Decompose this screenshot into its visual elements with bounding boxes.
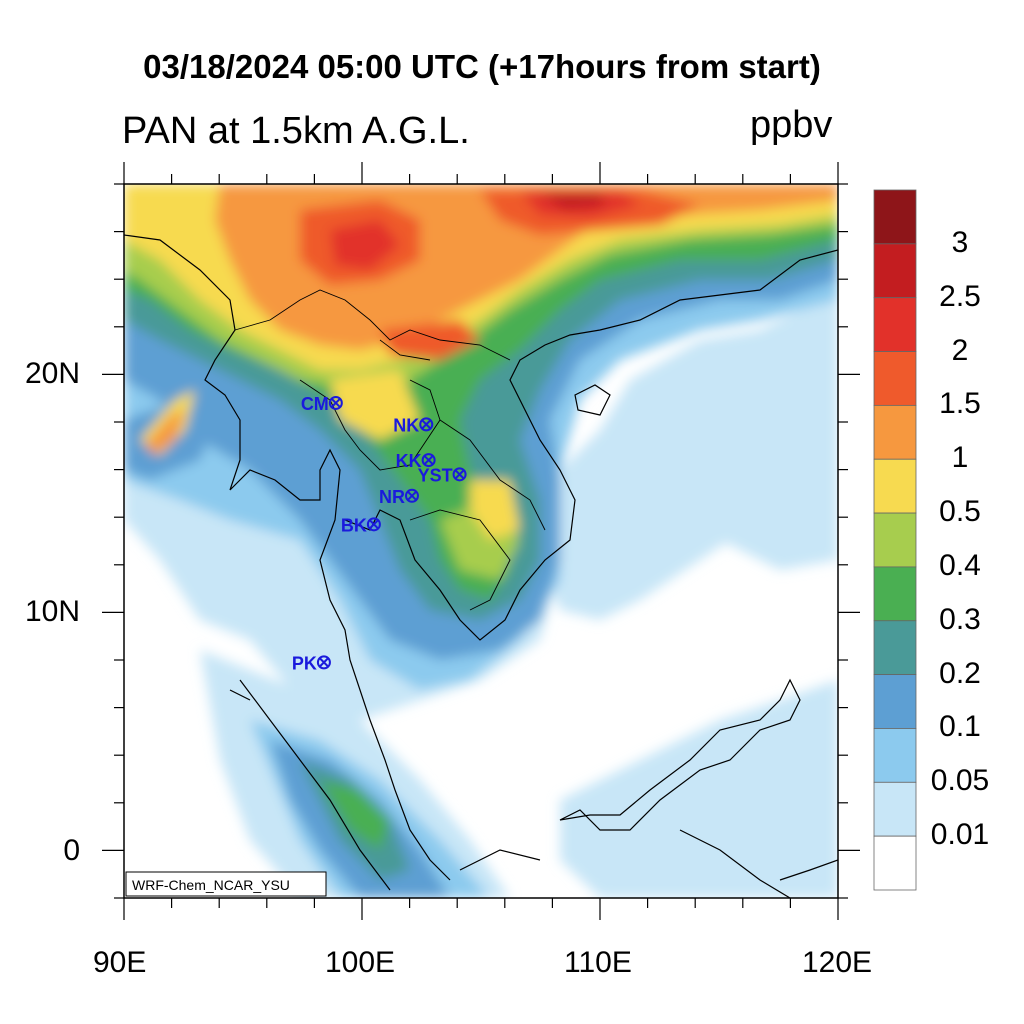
colorbar-label: 3 — [951, 225, 969, 259]
colorbar-swatch — [873, 243, 917, 299]
station-label-cm: CM — [301, 394, 329, 414]
station-cross-yst — [454, 469, 465, 480]
lat-tick-label-10n: 10N — [24, 595, 80, 628]
station-label-yst: YST — [418, 465, 453, 485]
lat-tick-label-20n: 20N — [24, 357, 80, 390]
station-label-kk: KK — [396, 451, 422, 471]
axis-ticks — [102, 162, 860, 920]
colorbar-swatch — [873, 458, 917, 514]
station-cross-nk — [421, 419, 431, 430]
station-label-bk: BK — [341, 515, 367, 535]
lon-tick-label-120e: 120E — [802, 946, 873, 979]
lat-tick-label-0: 0 — [63, 834, 80, 867]
colorbar-label: 0.5 — [939, 495, 981, 529]
lon-tick-label-100e: 100E — [325, 946, 396, 979]
coastlines — [124, 234, 838, 898]
colorbar-swatch — [873, 835, 917, 891]
colorbar-label: 0.4 — [939, 548, 981, 582]
colorbar-swatch — [873, 781, 917, 837]
station-cross-pk — [319, 657, 329, 668]
station-cross-kk — [423, 455, 434, 465]
colorbar-label: 0.05 — [930, 764, 990, 798]
main-title: 03/18/2024 05:00 UTC (+17hours from star… — [143, 48, 821, 85]
map-frame — [123, 183, 839, 899]
colorbar-swatch — [873, 404, 917, 460]
colorbar-label: 0.1 — [939, 710, 981, 744]
colorbar-label: 0.3 — [939, 602, 981, 636]
station-label-nk: NK — [393, 415, 419, 435]
station-cross-cm — [331, 398, 341, 408]
colorbar-label: 1 — [951, 441, 969, 475]
units-label: ppbv — [750, 104, 833, 146]
colorbar-swatch — [873, 674, 917, 729]
credit-label: WRF-Chem_NCAR_YSU — [132, 877, 290, 893]
country-borders — [234, 289, 546, 611]
station-marker-cm — [328, 395, 343, 410]
station-marker-yst — [452, 467, 467, 482]
colorbar-label: 1.5 — [939, 387, 981, 421]
station-marker-pk — [316, 655, 331, 670]
station-label-nr: NR — [379, 487, 405, 507]
pan-concentration-field — [124, 184, 838, 898]
colorbar-label: 0.2 — [939, 656, 981, 690]
colorbar-swatch — [873, 189, 917, 245]
colorbar-swatch — [873, 620, 917, 676]
colorbar-label: 2 — [951, 333, 969, 367]
colorbar-swatch — [873, 728, 917, 783]
colorbar-label: 2.5 — [939, 279, 981, 313]
lon-tick-label-90e: 90E — [93, 946, 147, 979]
variable-title: PAN at 1.5km A.G.L. — [122, 110, 470, 152]
lon-tick-label-110e: 110E — [564, 946, 632, 979]
station-marker-kk — [421, 453, 436, 468]
colorbar-label: 0.01 — [930, 818, 990, 852]
station-marker-bk — [366, 517, 381, 532]
station-marker-nk — [419, 417, 434, 432]
station-cross-nr — [407, 491, 417, 501]
colorbar-swatch — [873, 297, 917, 352]
colorbar — [873, 189, 917, 891]
station-label-pk: PK — [292, 653, 317, 673]
colorbar-swatch — [873, 512, 917, 568]
station-cross-bk — [369, 519, 379, 530]
colorbar-swatch — [873, 351, 917, 406]
colorbar-swatch — [873, 566, 917, 622]
credit-box — [125, 871, 327, 897]
station-marker-nr — [404, 488, 419, 503]
